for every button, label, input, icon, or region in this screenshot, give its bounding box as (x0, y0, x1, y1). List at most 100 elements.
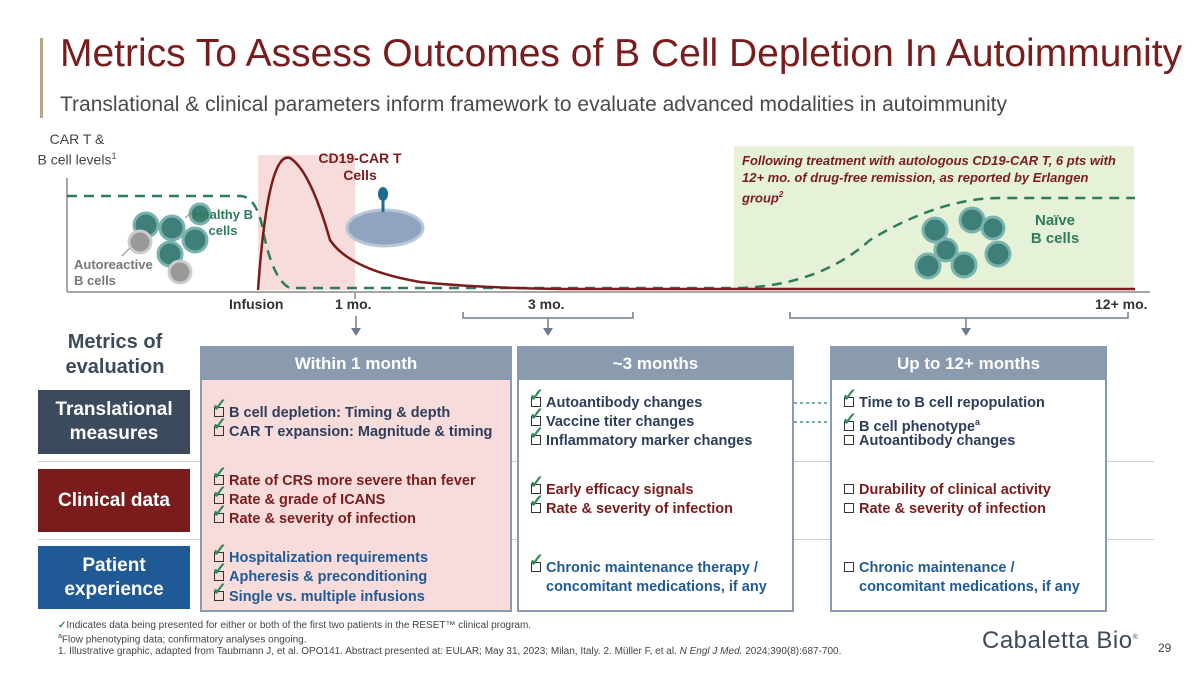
healthy-pointer (184, 211, 193, 219)
translational-line1: Translational (55, 399, 173, 420)
tick-label-12-months: 12+ mo. (1095, 296, 1148, 312)
footnote-1: ✓Indicates data being presented for eith… (58, 620, 532, 631)
list-item: ✓ Rate of CRS more severe than fever (212, 463, 476, 490)
page-title: Metrics To Assess Outcomes of B Cell Dep… (60, 32, 1183, 75)
list-item: ✓ CAR T expansion: Magnitude & timing (212, 414, 493, 441)
bracket-3-months (462, 312, 634, 319)
b-cell-icon (984, 240, 1012, 268)
footnote-2: aFlow phenotyping data; confirmatory ana… (58, 633, 307, 646)
list-item: ✓ B cell phenotypea (842, 408, 981, 435)
column-header-12-months: Up to 12+ months (832, 348, 1105, 380)
cd19-label-line2: Cells (343, 167, 377, 183)
checkbox-icon: ✓ (842, 386, 857, 407)
list-item: ✓ Inflammatory marker changes (529, 423, 753, 450)
patient-line2: experience (64, 578, 164, 600)
checkbox-icon (844, 435, 854, 445)
checkbox-icon: ✓ (529, 551, 544, 572)
tick-label-infusion: Infusion (229, 296, 284, 312)
b-cell-cluster-illustration (121, 202, 212, 285)
list-item: ✓ B cell depletion: Timing & depth (212, 395, 451, 422)
checkbox-icon: ✓ (212, 541, 227, 562)
checkbox-icon: ✓ (529, 473, 544, 494)
list-item: ✓ Chronic maintenance therapy / concomitan… (529, 550, 767, 596)
b-cell-icon (958, 206, 986, 234)
row-label-translational: Translational measures (38, 390, 190, 454)
metrics-label-line2: evaluation (65, 356, 165, 378)
checkmark-icon: ✓ (212, 579, 228, 599)
checkbox-icon: ✓ (529, 424, 544, 445)
column-3-months: ~3 months (517, 346, 794, 612)
arrow-col1 (351, 328, 361, 336)
b-cell-icon (921, 216, 949, 244)
checkmark-icon: ✓ (212, 463, 228, 483)
b-cell-icon (181, 226, 209, 254)
checkmark-icon: ✓ (529, 472, 545, 492)
page-number: 29 (1158, 641, 1172, 655)
erlangen-note: Following treatment with autologous CD19… (742, 152, 1122, 206)
checkmark-icon: ✓ (212, 540, 228, 560)
list-item: ✓ Single vs. multiple infusions (212, 579, 425, 606)
y-axis-label-line2: B cell levels (37, 151, 112, 168)
erlangen-note-text: Following treatment with autologous CD19… (742, 153, 1116, 206)
arrow-col2 (543, 328, 553, 336)
checkmark-icon: ✓ (212, 501, 228, 521)
autoreactive-label-line2: B cells (74, 273, 116, 288)
checkbox-icon: ✓ (212, 396, 227, 417)
column-12-months: Up to 12+ months (830, 346, 1107, 612)
autoreactive-pointer (121, 247, 131, 257)
bracket-12-months (789, 312, 1129, 319)
list-item: Rate & severity of infection (844, 500, 1046, 519)
translational-line2: measures (69, 423, 159, 444)
arrow-col3 (961, 328, 971, 336)
checkbox-icon: ✓ (842, 409, 857, 431)
checkmark-icon: ✓ (58, 620, 67, 631)
car-t-curve (256, 156, 1135, 291)
b-cell-icon (158, 214, 186, 242)
checkmark-icon: ✓ (212, 482, 228, 502)
naive-label-line1: Naïve (1034, 212, 1076, 229)
list-item: ✓ Rate & severity of infection (212, 501, 416, 528)
metrics-label-line1: Metrics of (67, 331, 163, 353)
cd19-car-t-label: CD19-CAR T Cells (300, 150, 420, 184)
naive-label-line2: B cells (1030, 230, 1080, 247)
b-cell-curve (67, 194, 1135, 290)
checkmark-icon: ✓ (529, 550, 545, 570)
list-item: Chronic maintenance / concomitant medicat… (844, 559, 1080, 597)
checkbox-icon (844, 484, 854, 494)
checkmark-icon: ✓ (529, 404, 545, 424)
y-axis-label-line1: CAR T & (49, 131, 105, 147)
checkbox-icon: ✓ (212, 483, 227, 504)
healthy-b-cells-label: Healthy B cells (188, 207, 258, 239)
b-cell-icon (127, 229, 153, 255)
list-item: ✓ Hospitalization requirements (212, 540, 429, 567)
car-t-cell-illustration (345, 187, 425, 248)
checkmark-icon: ✓ (842, 385, 858, 405)
tick-label-1-month: 1 mo. (335, 296, 372, 312)
y-axis-label-sup: 1 (111, 151, 117, 161)
column-header-3-months: ~3 months (519, 348, 792, 380)
healthy-label-line1: Healthy B (193, 207, 253, 222)
checkmark-icon: ✓ (529, 385, 545, 405)
title-accent-bar (40, 38, 43, 118)
list-item: ✓ Rate & severity of infection (529, 491, 733, 518)
checkmark-icon: ✓ (212, 395, 228, 415)
erlangen-note-sup: 2 (778, 190, 784, 199)
healthy-label-line2: cells (208, 223, 238, 238)
list-item: Durability of clinical activity (844, 481, 1051, 500)
list-item: ✓ Apheresis & preconditioning (212, 559, 428, 586)
checkbox-icon: ✓ (212, 415, 227, 436)
column-header-within-1-month: Within 1 month (202, 348, 510, 380)
autoreactive-label-line1: Autoreactive (74, 257, 153, 272)
footnote-3: 1. Illustrative graphic, adapted from Ta… (58, 646, 842, 657)
list-item: ✓ Time to B cell repopulation (842, 385, 1045, 412)
cd19-label-line1: CD19-CAR T (318, 150, 402, 166)
b-cell-icon (933, 237, 959, 263)
checkbox-icon (844, 503, 854, 513)
checkbox-icon: ✓ (529, 492, 544, 513)
checkmark-icon: ✓ (529, 491, 545, 511)
checkbox-icon: ✓ (212, 580, 227, 601)
car-t-cell-icon (345, 208, 425, 248)
car-receptor-head-icon (378, 187, 388, 201)
page-subtitle: Translational & clinical parameters info… (60, 93, 1007, 116)
b-cell-icon (950, 251, 978, 279)
